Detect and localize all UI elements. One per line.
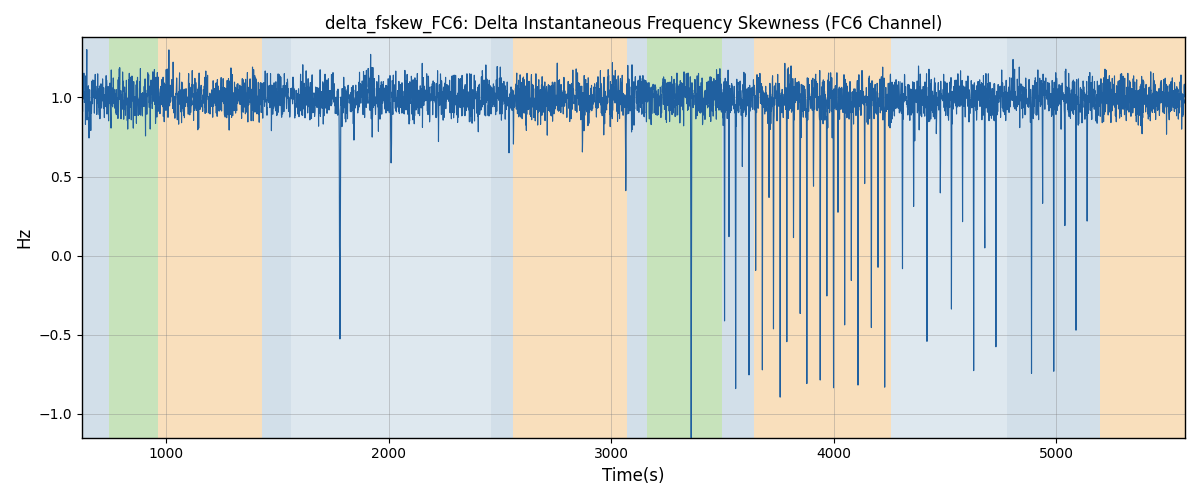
Bar — [82, 38, 108, 438]
Y-axis label: Hz: Hz — [14, 227, 32, 248]
Bar — [754, 38, 892, 438]
Bar — [1007, 38, 1027, 438]
Bar — [892, 38, 1007, 438]
Bar — [262, 38, 290, 438]
Bar — [514, 38, 626, 438]
Bar — [626, 38, 647, 438]
Bar — [1027, 38, 1100, 438]
Bar — [290, 38, 491, 438]
Bar — [157, 38, 262, 438]
Bar — [722, 38, 754, 438]
Bar — [1100, 38, 1186, 438]
Bar — [108, 38, 157, 438]
X-axis label: Time(s): Time(s) — [602, 467, 665, 485]
Bar — [491, 38, 514, 438]
Bar — [647, 38, 722, 438]
Title: delta_fskew_FC6: Delta Instantaneous Frequency Skewness (FC6 Channel): delta_fskew_FC6: Delta Instantaneous Fre… — [325, 15, 942, 34]
